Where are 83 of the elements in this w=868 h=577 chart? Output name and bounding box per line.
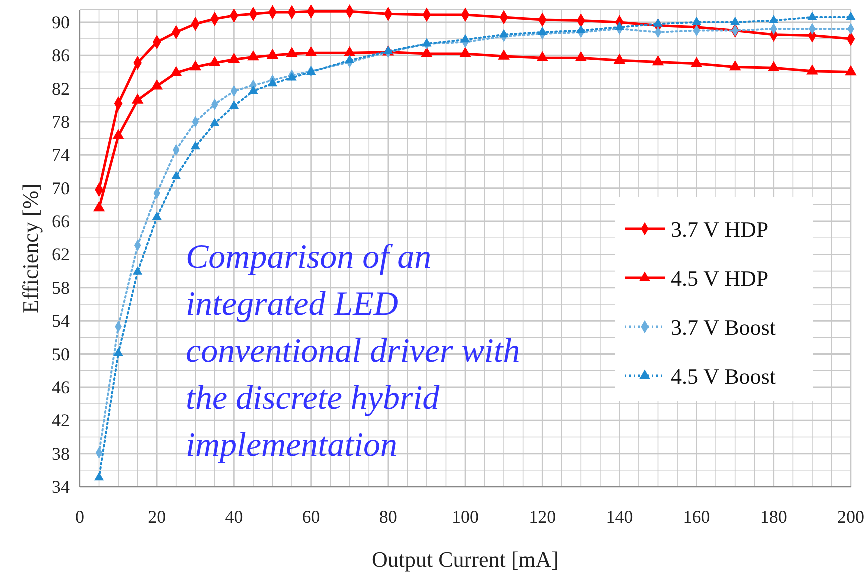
point <box>845 65 857 76</box>
x-tick-label: 60 <box>302 507 320 527</box>
y-tick-label: 66 <box>52 212 70 232</box>
point <box>114 348 124 356</box>
legend-label: 4.5 V Boost <box>671 364 776 389</box>
point <box>576 25 586 34</box>
x-tick-label: 160 <box>683 507 710 527</box>
point <box>499 29 509 38</box>
y-tick-label: 74 <box>52 145 70 166</box>
legend-label: 4.5 V HDP <box>671 266 769 291</box>
point <box>112 129 124 140</box>
y-tick-label: 38 <box>52 444 70 464</box>
point <box>652 55 664 66</box>
point <box>94 472 104 481</box>
legend-label: 3.7 V Boost <box>671 315 776 340</box>
x-tick-label: 0 <box>76 507 84 527</box>
point <box>653 18 664 27</box>
point <box>248 86 258 94</box>
y-tick-label: 62 <box>52 244 70 265</box>
point <box>210 118 220 126</box>
y-axis-title: Efficiency [%] <box>18 184 43 314</box>
point <box>498 50 510 60</box>
y-tick-label: 78 <box>52 112 70 132</box>
point <box>422 38 432 47</box>
point <box>266 48 279 60</box>
y-tick-label: 82 <box>52 78 70 99</box>
x-tick-label: 140 <box>606 507 634 527</box>
point <box>730 16 740 26</box>
y-tick-label: 90 <box>52 12 70 32</box>
point <box>806 64 818 75</box>
point <box>692 16 702 26</box>
point <box>190 141 200 150</box>
point <box>344 46 356 57</box>
point <box>345 55 355 64</box>
point <box>460 47 472 58</box>
point <box>286 47 298 58</box>
point <box>228 52 240 64</box>
point <box>151 80 163 90</box>
point <box>421 47 433 58</box>
point <box>614 22 625 30</box>
x-tick-label: 100 <box>452 507 479 527</box>
y-tick-label: 34 <box>52 477 70 497</box>
legend-label: 3.7 V HDP <box>671 217 769 242</box>
point <box>229 100 240 110</box>
point <box>190 60 202 71</box>
point <box>172 171 182 180</box>
point <box>132 94 144 104</box>
x-tick-label: 40 <box>225 507 244 527</box>
point <box>306 66 316 75</box>
x-tick-label: 20 <box>148 507 166 527</box>
y-tick-label: 46 <box>52 377 70 398</box>
point <box>768 61 780 72</box>
annotation: Comparison of an integrated LED conventional driver with the discrete hybrid implementation <box>186 239 520 464</box>
y-tick-label: 50 <box>52 344 70 364</box>
y-tick-label: 54 <box>52 311 70 332</box>
point <box>268 78 278 87</box>
point <box>287 72 297 81</box>
point <box>209 56 221 66</box>
y-tick-label: 42 <box>52 410 70 431</box>
point <box>614 54 626 64</box>
point <box>538 26 548 36</box>
y-tick-label: 86 <box>52 46 70 66</box>
point <box>690 57 703 68</box>
x-tick-label: 80 <box>379 507 398 527</box>
point <box>536 51 548 62</box>
point <box>170 66 182 76</box>
x-tick-label: 180 <box>760 507 788 527</box>
point <box>846 12 856 20</box>
point <box>575 51 588 62</box>
point <box>729 60 742 71</box>
point <box>133 266 143 275</box>
x-tick-label: 120 <box>529 507 556 527</box>
point <box>93 201 106 212</box>
x-axis-title: Output Current [mA] <box>372 547 559 572</box>
point <box>808 12 818 20</box>
x-tick-label: 200 <box>838 507 864 527</box>
point <box>248 50 260 61</box>
point <box>152 212 162 220</box>
point <box>305 46 318 57</box>
point <box>460 34 470 43</box>
point <box>769 15 779 24</box>
y-tick-label: 70 <box>52 178 70 198</box>
y-tick-label: 58 <box>52 278 70 298</box>
